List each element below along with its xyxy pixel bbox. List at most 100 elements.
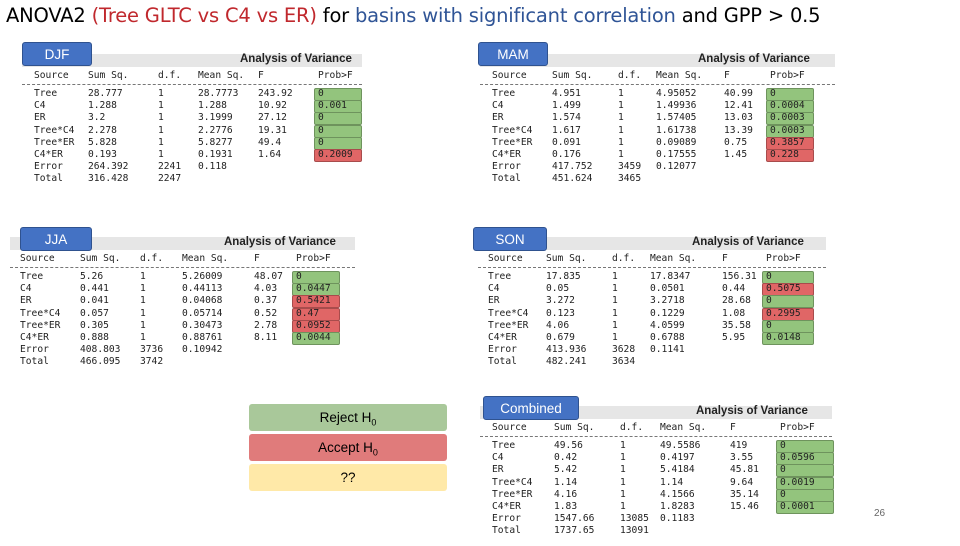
table-row: C4 0.05 1 0.0501 0.44 0.5075 [478, 283, 826, 295]
column-headers: Source Sum Sq. d.f. Mean Sq. F Prob>F [10, 253, 355, 265]
table-cell: Total [488, 356, 517, 368]
column-header: Source [34, 70, 69, 81]
table-cell: Tree [492, 88, 516, 99]
table-row: Total 316.428 2247 [22, 173, 362, 185]
table-cell: C4 [20, 283, 32, 295]
table-cell: 0.0148 [766, 332, 801, 343]
table-cell: 0.04068 [182, 295, 223, 307]
anova-panel-combined: Analysis of Variance Source Sum Sq. d.f. Mea… [480, 396, 834, 546]
table-cell: 0.75 [724, 136, 748, 148]
table-cell: 1.14 [554, 476, 578, 488]
table-cell: 1 [620, 464, 626, 476]
table-cell: 0.52 [254, 307, 278, 319]
column-header: d.f. [158, 70, 182, 81]
table-cell: 1.14 [660, 476, 684, 488]
table-cell: 0.10942 [182, 344, 223, 356]
table-cell: 0.888 [80, 332, 109, 343]
table-cell: 1 [618, 88, 624, 99]
table-cell: Tree*ER [20, 319, 61, 331]
table-cell: 0.47 [296, 307, 320, 319]
table-cell: C4*ER [492, 501, 521, 512]
table-cell: 3634 [612, 356, 636, 368]
table-cell: 0.3857 [770, 136, 805, 148]
table-cell: 1 [158, 100, 164, 112]
table-cell: 12.41 [724, 100, 753, 112]
table-cell: Error [492, 161, 521, 173]
table-cell: 40.99 [724, 88, 753, 99]
table-cell: 1.288 [88, 100, 117, 112]
column-header: Source [492, 70, 527, 81]
table-cell: 1 [612, 283, 618, 295]
table-cell: 35.58 [722, 319, 751, 331]
table-row: Tree*ER 5.828 1 5.8277 49.4 0 [22, 137, 362, 149]
table-row: Tree*ER 0.305 1 0.30473 2.78 0.0952 [10, 320, 355, 332]
table-cell: 4.06 [546, 319, 570, 331]
dashed-divider [478, 267, 826, 268]
table-cell: 1 [140, 283, 146, 295]
column-header: d.f. [140, 253, 164, 264]
table-cell: 0.5075 [766, 283, 801, 295]
table-cell: 264.392 [88, 161, 129, 173]
table-cell: 4.0599 [650, 319, 685, 331]
table-row: C4 1.288 1 1.288 10.92 0.001 [22, 100, 362, 112]
table-cell: Tree*C4 [492, 124, 533, 136]
table-cell: 48.07 [254, 271, 283, 282]
table-cell: Total [20, 356, 49, 368]
table-cell: 45.81 [730, 464, 759, 476]
column-header: F [724, 70, 730, 81]
table-cell: 17.835 [546, 271, 581, 282]
legend-accept: Accept H0 [249, 434, 447, 461]
table-row: Total 466.095 3742 [10, 356, 355, 368]
column-header: Mean Sq. [660, 422, 707, 433]
table-cell: ER [488, 295, 500, 307]
table-row: C4*ER 0.679 1 0.6788 5.95 0.0148 [478, 332, 826, 344]
table-cell: Tree*ER [488, 319, 529, 331]
table-cell: 49.56 [554, 440, 583, 451]
table-cell: ER [20, 295, 32, 307]
table-cell: 0.0447 [296, 283, 331, 295]
table-cell: Tree [34, 88, 58, 99]
column-headers: Source Sum Sq. d.f. Mean Sq. F Prob>F [22, 70, 362, 82]
table-cell: 1 [140, 319, 146, 331]
table-cell: Error [20, 344, 49, 356]
table-cell: 1 [612, 271, 618, 282]
anova-panel-son: Analysis of Variance Source Sum Sq. d.f. Mea… [478, 227, 826, 377]
table-cell: 408.803 [80, 344, 121, 356]
table-cell: Tree [20, 271, 44, 282]
table-cell: 49.4 [258, 136, 282, 148]
table-cell: 5.42 [554, 464, 578, 476]
significant-highlight [762, 332, 814, 345]
column-header: Sum Sq. [88, 70, 129, 81]
table-cell: 451.624 [552, 173, 593, 185]
table-cell: 0.1183 [660, 513, 695, 525]
title-part-1: ANOVA2 [6, 4, 92, 27]
table-header-bar [480, 54, 835, 67]
table-cell: C4 [492, 100, 504, 112]
table-cell: 4.16 [554, 488, 578, 500]
table-cell: 3742 [140, 356, 164, 368]
table-cell: Total [492, 173, 521, 185]
table-cell: 2247 [158, 173, 182, 185]
table-cell: 27.12 [258, 112, 287, 124]
table-cell: Tree [488, 271, 512, 282]
table-cell: 3.2 [88, 112, 106, 124]
table-cell: 9.64 [730, 476, 754, 488]
anova-panel-mam: Analysis of Variance Source Sum Sq. d.f. Mea… [480, 42, 835, 192]
table-row: ER 3.2 1 3.1999 27.12 0 [22, 112, 362, 124]
table-cell: 0.0003 [770, 124, 805, 136]
table-cell: Tree*ER [492, 488, 533, 500]
slide-title: ANOVA2 (Tree GLTC vs C4 vs ER) for basin… [6, 4, 821, 27]
table-cell: 1 [158, 124, 164, 136]
table-cell: 1 [620, 488, 626, 500]
table-row: ER 0.041 1 0.04068 0.37 0.5421 [10, 295, 355, 307]
table-row: Error 408.803 3736 0.10942 [10, 344, 355, 356]
table-cell: 413.936 [546, 344, 587, 356]
table-cell: C4*ER [488, 332, 517, 343]
table-cell: C4*ER [20, 332, 49, 343]
table-cell: 0 [766, 295, 772, 307]
table-cell: 0.228 [770, 149, 799, 160]
table-cell: C4 [488, 283, 500, 295]
table-row: Tree*C4 1.617 1 1.61738 13.39 0.0003 [480, 125, 835, 137]
table-header-bar [478, 237, 826, 250]
table-row: ER 1.574 1 1.57405 13.03 0.0003 [480, 112, 835, 124]
